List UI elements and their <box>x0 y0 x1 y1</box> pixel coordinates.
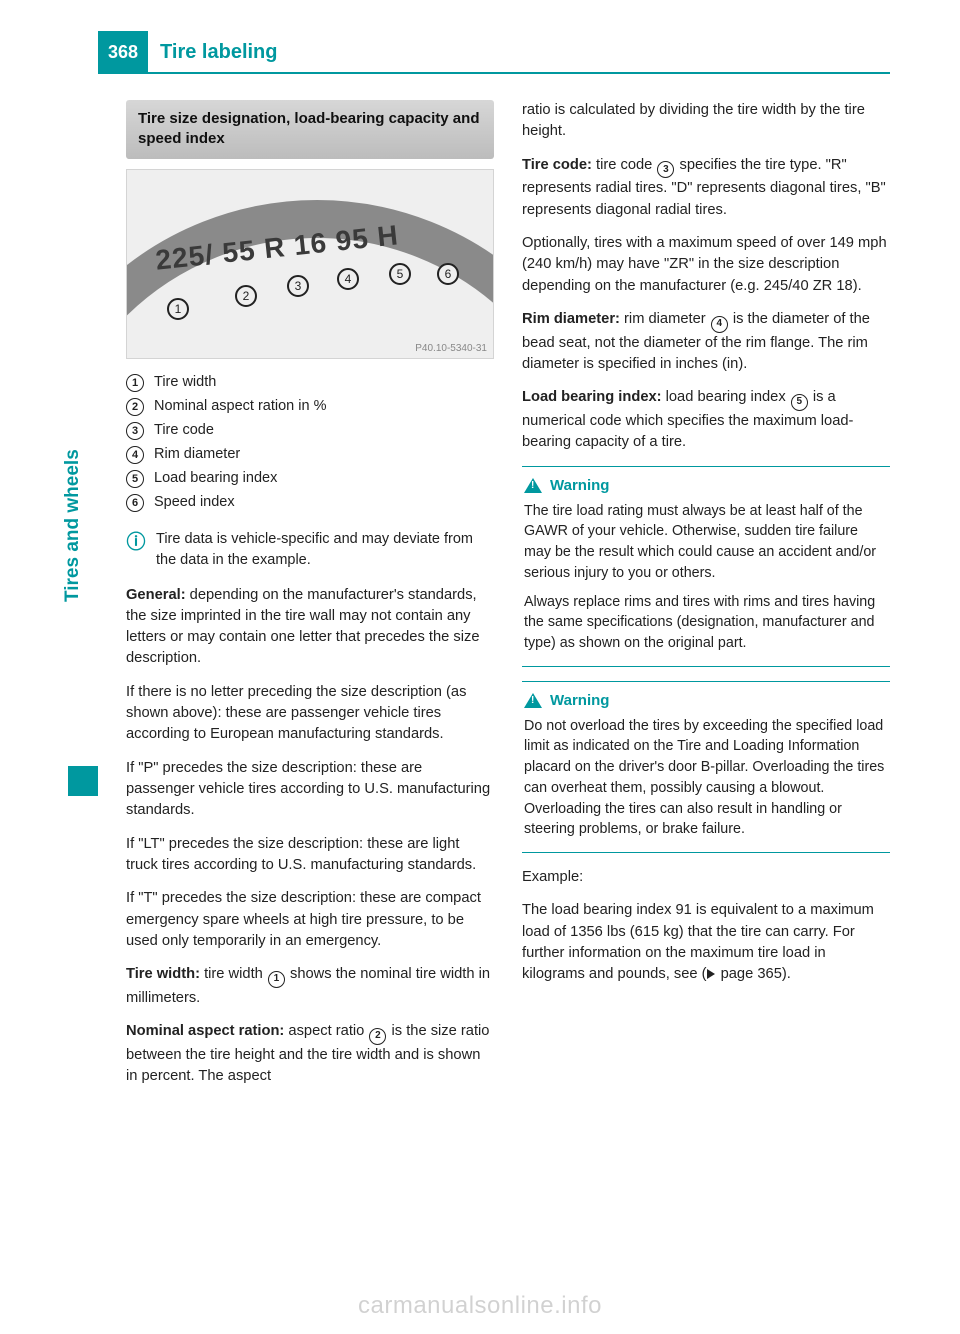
info-icon: ⓘ <box>126 529 146 557</box>
legend-item: 1 Tire width <box>126 371 494 395</box>
body-paragraph: Tire code: tire code 3 specifies the tir… <box>522 155 890 221</box>
info-text: Tire data is vehicle-specific and may de… <box>156 529 494 571</box>
legend-label: Tire width <box>154 374 216 390</box>
left-column: Tire size designation, load-bearing capa… <box>126 100 494 1100</box>
warning-paragraph: Do not overload the tires by exceeding t… <box>524 716 888 840</box>
body-paragraph: If "LT" precedes the size description: t… <box>126 834 494 877</box>
page-ref-triangle-icon <box>707 969 715 979</box>
legend-num: 1 <box>126 374 144 392</box>
warning-header: Warning <box>524 692 888 709</box>
ref-circle-icon: 4 <box>711 316 728 333</box>
body-paragraph: Rim diameter: rim diameter 4 is the diam… <box>522 309 890 375</box>
side-tab-block <box>68 766 98 796</box>
warning-box: Warning The tire load rating must always… <box>522 466 890 667</box>
body-paragraph: Optionally, tires with a maximum speed o… <box>522 233 890 297</box>
page-number: 368 <box>98 31 148 73</box>
figure-caption: P40.10-5340-31 <box>415 343 487 354</box>
warning-box: Warning Do not overload the tires by exc… <box>522 681 890 853</box>
body-paragraph: Tire width: tire width 1 shows the nomin… <box>126 964 494 1009</box>
body-paragraph: General: depending on the manufacturer's… <box>126 585 494 670</box>
legend-item: 3 Tire code <box>126 419 494 443</box>
body-paragraph: If there is no letter preceding the size… <box>126 682 494 746</box>
legend-item: 6 Speed index <box>126 491 494 515</box>
legend-label: Load bearing index <box>154 470 277 486</box>
ref-circle-icon: 5 <box>791 394 808 411</box>
legend-label: Tire code <box>154 422 214 438</box>
figure-marker-1: 1 <box>167 298 189 320</box>
warning-title: Warning <box>550 692 609 709</box>
body-paragraph: The load bearing index 91 is equivalent … <box>522 900 890 985</box>
figure-marker-2: 2 <box>235 285 257 307</box>
figure-marker-3: 3 <box>287 275 309 297</box>
warning-paragraph: Always replace rims and tires with rims … <box>524 592 888 654</box>
warning-title: Warning <box>550 477 609 494</box>
figure-marker-6: 6 <box>437 263 459 285</box>
warning-triangle-icon <box>524 478 542 493</box>
body-paragraph: ratio is calculated by dividing the tire… <box>522 100 890 143</box>
legend-num: 2 <box>126 398 144 416</box>
ref-circle-icon: 1 <box>268 971 285 988</box>
warning-paragraph: The tire load rating must always be at l… <box>524 501 888 584</box>
legend-item: 4 Rim diameter <box>126 443 494 467</box>
body-paragraph: Nominal aspect ration: aspect ratio 2 is… <box>126 1021 494 1087</box>
page-header: 368 Tire labeling <box>98 32 890 74</box>
warning-body: The tire load rating must always be at l… <box>524 501 888 654</box>
legend-num: 6 <box>126 494 144 512</box>
figure-legend: 1Tire width 2Nominal aspect ration in % … <box>126 371 494 515</box>
section-heading: Tire size designation, load-bearing capa… <box>126 100 494 159</box>
body-paragraph: Load bearing index: load bearing index 5… <box>522 387 890 453</box>
legend-num: 4 <box>126 446 144 464</box>
ref-circle-icon: 2 <box>369 1028 386 1045</box>
page-title: Tire labeling <box>148 41 277 64</box>
legend-label: Nominal aspect ration in % <box>154 398 326 414</box>
legend-num: 5 <box>126 470 144 488</box>
warning-header: Warning <box>524 477 888 494</box>
legend-label: Rim diameter <box>154 446 240 462</box>
legend-label: Speed index <box>154 494 235 510</box>
legend-item: 2 Nominal aspect ration in % <box>126 395 494 419</box>
figure-marker-5: 5 <box>389 263 411 285</box>
info-note: ⓘ Tire data is vehicle-specific and may … <box>126 529 494 571</box>
tire-figure: 225/ 55 R 16 95 H 1 2 3 4 5 6 P40.10-534… <box>126 169 494 359</box>
warning-body: Do not overload the tires by exceeding t… <box>524 716 888 840</box>
watermark: carmanualsonline.info <box>0 1292 960 1320</box>
side-tab-label: Tires and wheels <box>62 449 84 602</box>
example-heading: Example: <box>522 867 890 888</box>
legend-num: 3 <box>126 422 144 440</box>
ref-circle-icon: 3 <box>657 161 674 178</box>
legend-item: 5 Load bearing index <box>126 467 494 491</box>
body-paragraph: If "P" precedes the size description: th… <box>126 758 494 822</box>
warning-triangle-icon <box>524 693 542 708</box>
body-paragraph: If "T" precedes the size description: th… <box>126 888 494 952</box>
right-column: ratio is calculated by dividing the tire… <box>522 100 890 1100</box>
content-columns: Tire size designation, load-bearing capa… <box>126 100 890 1100</box>
figure-marker-4: 4 <box>337 268 359 290</box>
